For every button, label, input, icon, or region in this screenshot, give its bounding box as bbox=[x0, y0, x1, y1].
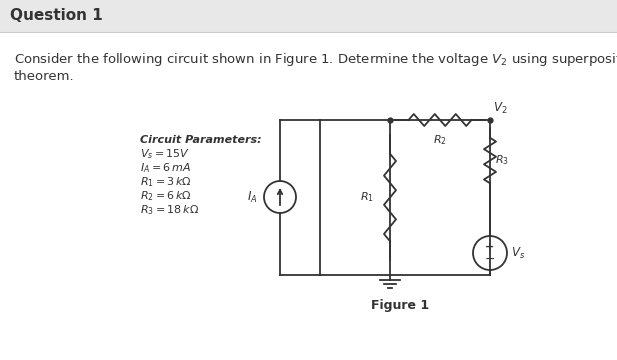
Text: $R_3 = 18\,k\Omega$: $R_3 = 18\,k\Omega$ bbox=[140, 203, 199, 217]
Text: $I_A$: $I_A$ bbox=[247, 189, 258, 204]
Text: Consider the following circuit shown in Figure 1. Determine the voltage $V_2$ us: Consider the following circuit shown in … bbox=[14, 51, 617, 68]
Text: $R_1$: $R_1$ bbox=[360, 190, 374, 204]
Text: −: − bbox=[485, 252, 495, 266]
Bar bbox=[0, 0, 617, 32]
Text: $I_A = 6\,mA$: $I_A = 6\,mA$ bbox=[140, 161, 191, 175]
Text: $V_2$: $V_2$ bbox=[493, 100, 507, 116]
Text: Circuit Parameters:: Circuit Parameters: bbox=[140, 135, 262, 145]
Text: Figure 1: Figure 1 bbox=[371, 298, 429, 311]
Text: $R_2 = 6\,k\Omega$: $R_2 = 6\,k\Omega$ bbox=[140, 189, 192, 203]
Text: $R_3$: $R_3$ bbox=[495, 154, 509, 167]
Text: theorem.: theorem. bbox=[14, 69, 75, 82]
Text: Question 1: Question 1 bbox=[10, 9, 103, 23]
Text: +: + bbox=[486, 242, 495, 252]
Text: $R_2$: $R_2$ bbox=[433, 133, 447, 147]
Text: $V_s$: $V_s$ bbox=[511, 246, 525, 261]
Text: $R_1 = 3\,k\Omega$: $R_1 = 3\,k\Omega$ bbox=[140, 175, 192, 189]
Text: $V_s = 15V$: $V_s = 15V$ bbox=[140, 147, 190, 161]
